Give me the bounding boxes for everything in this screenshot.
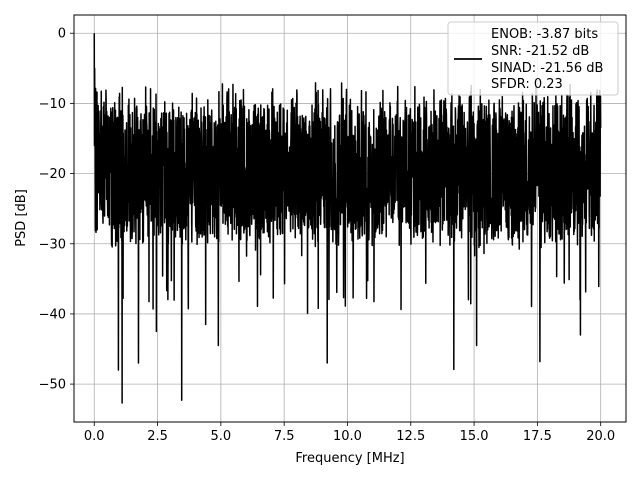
x-tick-label: 17.5 <box>523 429 552 444</box>
y-tick-label: −40 <box>39 307 66 322</box>
y-tick-label: 0 <box>58 27 66 42</box>
legend-snr: SNR: -21.52 dB <box>491 44 589 59</box>
x-axis-label: Frequency [MHz] <box>295 451 404 466</box>
plot-frame <box>73 14 627 423</box>
psd-series-line <box>93 33 602 404</box>
x-tick-label: 20.0 <box>586 429 615 444</box>
legend-sinad: SINAD: -21.56 dB <box>491 61 603 76</box>
x-tick-label: 0.0 <box>84 429 105 444</box>
y-tick-label: −30 <box>39 237 66 252</box>
legend: ENOB: -3.87 bits SNR: -21.52 dB SINAD: -… <box>447 21 619 96</box>
x-tick-label: 15.0 <box>460 429 489 444</box>
legend-sfdr: SFDR: 0.23 <box>491 77 563 92</box>
y-tick-label: −10 <box>39 97 66 112</box>
x-tick-label: 12.5 <box>396 429 425 444</box>
y-tick-label: −50 <box>39 378 66 393</box>
legend-enob: ENOB: -3.87 bits <box>491 27 598 42</box>
x-tick-label: 5.0 <box>211 429 232 444</box>
x-tick-label: 2.5 <box>147 429 168 444</box>
y-tick-label: −20 <box>39 167 66 182</box>
x-tick-label: 7.5 <box>274 429 295 444</box>
legend-box <box>447 21 619 96</box>
psd-series <box>93 33 602 404</box>
y-axis-label: PSD [dB] <box>14 189 29 247</box>
x-axis: 0.0 2.5 5.0 7.5 10.0 12.5 15.0 17.5 20.0 <box>84 422 615 444</box>
y-axis: 0 −10 −20 −30 −40 −50 <box>39 27 74 393</box>
x-tick-label: 10.0 <box>333 429 362 444</box>
